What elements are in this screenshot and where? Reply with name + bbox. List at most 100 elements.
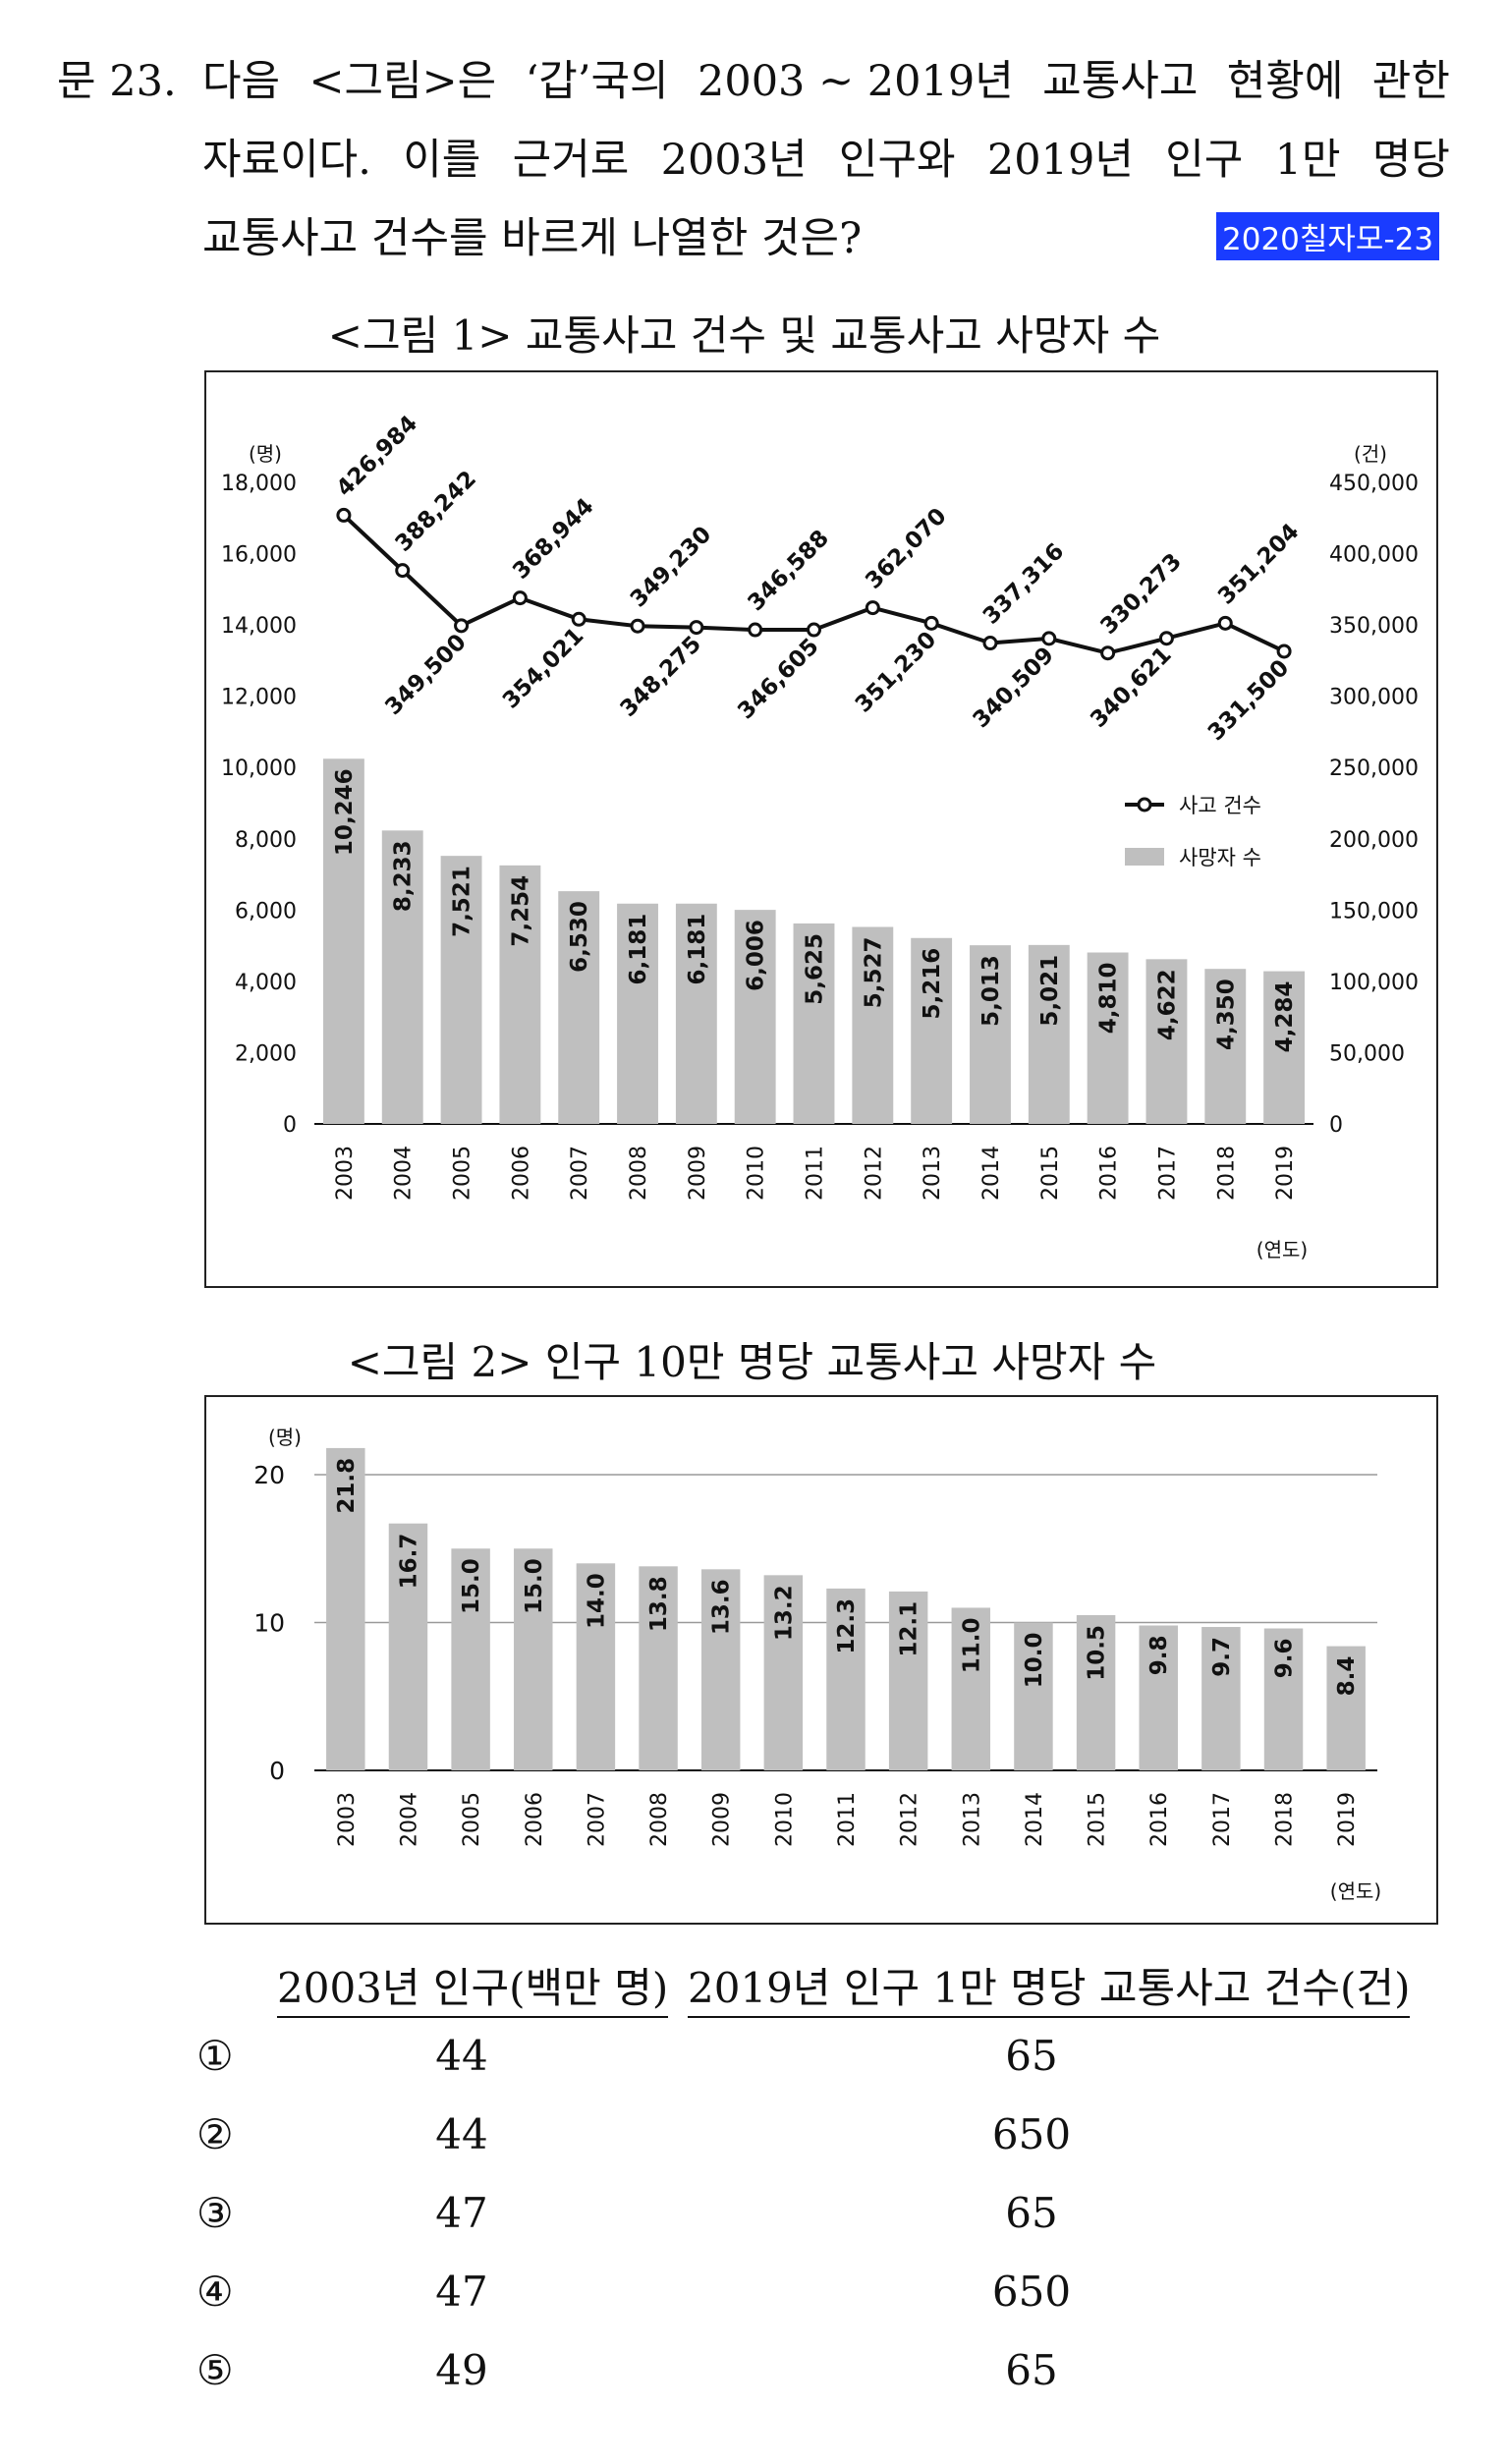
option-mark: ③ (196, 2189, 234, 2237)
x-tick-label: 2010 (745, 1146, 769, 1201)
y-axis-unit: (명) (268, 1426, 302, 1449)
accident-point-label: 349,230 (626, 522, 716, 612)
accident-point (865, 600, 880, 616)
question-line-1: 다음 <그림>은 ‘갑’국의 2003 ~ 2019년 교통사고 현황에 관한 (202, 47, 1450, 108)
accident-point (1041, 631, 1057, 646)
figure1-chart: 0 2,000 4,000 6,000 8,000 10,000 12,000 14,000 1… (221, 411, 1419, 1261)
death-bar-label: 4,622 (1154, 969, 1180, 1040)
rate-bar-label: 12.1 (897, 1601, 922, 1657)
question-line-2-word: 자료이다. (202, 136, 371, 185)
question-line-2: 자료이다. 이를 근거로 2003년 인구와 2019년 인구 1만 명당 (202, 126, 1450, 187)
death-bar-label: 5,527 (861, 936, 886, 1008)
option-row[interactable]: ② 44 650 (0, 2110, 1508, 2179)
death-bar (675, 903, 717, 1124)
option-population: 49 (435, 2346, 488, 2394)
accident-point-label: 351,204 (1213, 519, 1304, 609)
accident-point-label: 362,070 (861, 503, 951, 593)
question-line-1-word: 다음 (202, 57, 281, 106)
x-tick-label: 2008 (647, 1792, 672, 1847)
rate-bar (1201, 1627, 1241, 1770)
option-accidents: 65 (1005, 2032, 1058, 2080)
y-tick-label: 20 (253, 1461, 285, 1489)
figure2-chart: 0 10 20 (명) 21.8 16.7 15.0 15.0 14.0 13.8 13.6 13.2… (253, 1426, 1381, 1903)
option-population: 44 (435, 2110, 488, 2158)
rate-bar-label: 16.7 (396, 1534, 421, 1590)
right-tick-label: 450,000 (1329, 472, 1419, 496)
accident-point-label: 351,230 (851, 627, 941, 717)
death-bar (1028, 944, 1070, 1124)
options-header-col2: 2019년 인구 1만 명당 교통사고 건수(건) (688, 1955, 1411, 2018)
question-line-3: 교통사고 건수를 바르게 나열한 것은? (202, 214, 863, 263)
x-tick-label: 2003 (335, 1792, 360, 1847)
accident-point-label: 368,944 (508, 493, 598, 584)
x-axis-unit: (연도) (1257, 1238, 1308, 1261)
x-tick-label: 2007 (585, 1792, 609, 1847)
accident-point (1276, 644, 1292, 659)
rate-bar-label: 9.6 (1272, 1639, 1298, 1679)
death-bar (793, 923, 835, 1124)
accident-point (512, 590, 528, 606)
left-tick-label: 18,000 (221, 472, 297, 496)
left-tick-label: 8,000 (235, 828, 297, 853)
options-header-col1: 2003년 인구(백만 명) (277, 1955, 669, 2018)
accident-point-label: 346,605 (733, 634, 823, 724)
death-bar (440, 856, 482, 1124)
rate-bar-label: 8.4 (1334, 1656, 1360, 1697)
rate-bar-label: 13.8 (646, 1576, 672, 1632)
option-mark: ① (196, 2032, 234, 2080)
option-row[interactable]: ⑤ 49 65 (0, 2346, 1508, 2415)
accident-point-label: 340,509 (969, 643, 1059, 733)
death-bar-label: 4,810 (1096, 963, 1122, 1035)
x-tick-label: 2012 (898, 1792, 922, 1847)
rate-bar-label: 14.0 (584, 1573, 609, 1629)
right-axis-unit: (건) (1354, 442, 1387, 466)
rate-bar (951, 1607, 991, 1770)
death-bar-label: 5,021 (1037, 955, 1063, 1027)
rate-bar (1139, 1625, 1178, 1770)
death-bar (322, 758, 364, 1124)
figure1-panel: 0 2,000 4,000 6,000 8,000 10,000 12,000 14,000 1… (204, 370, 1438, 1288)
right-tick-label: 400,000 (1329, 543, 1419, 568)
rate-bar (763, 1575, 804, 1770)
left-tick-label: 0 (283, 1113, 297, 1138)
death-bar-label: 8,233 (391, 840, 417, 912)
rate-bar (576, 1563, 616, 1770)
x-tick-label: 2013 (921, 1146, 945, 1201)
accident-point (571, 611, 586, 627)
question-line-1-word: 관한 (1371, 57, 1450, 106)
x-tick-label: 2003 (333, 1146, 358, 1201)
accident-point (1217, 615, 1233, 631)
death-bar-label: 6,006 (744, 920, 769, 991)
x-tick-label: 2009 (686, 1146, 710, 1201)
option-mark: ② (196, 2110, 234, 2158)
x-tick-label: 2010 (772, 1792, 797, 1847)
rate-bar-label: 11.0 (959, 1617, 984, 1673)
option-accidents: 650 (991, 2268, 1072, 2316)
x-tick-label: 2015 (1086, 1792, 1110, 1847)
option-row[interactable]: ③ 47 65 (0, 2189, 1508, 2258)
option-row[interactable]: ④ 47 650 (0, 2268, 1508, 2336)
option-row[interactable]: ① 44 65 (0, 2032, 1508, 2100)
option-accidents: 65 (1005, 2189, 1058, 2237)
x-tick-label: 2005 (451, 1146, 475, 1201)
rate-bar-label: 10.0 (1022, 1633, 1047, 1689)
x-tick-label: 2018 (1273, 1792, 1298, 1847)
rate-bar (451, 1548, 490, 1770)
death-bar-label: 6,181 (626, 914, 651, 985)
x-axis-unit: (연도) (1330, 1879, 1381, 1903)
x-tick-label: 2012 (862, 1146, 886, 1201)
x-tick-label: 2008 (627, 1146, 651, 1201)
x-tick-label: 2006 (523, 1792, 547, 1847)
rate-bar-label: 12.3 (834, 1598, 860, 1654)
figure1-title: <그림 1> 교통사고 건수 및 교통사고 사망자 수 (327, 311, 1161, 360)
accident-point-label: 337,316 (978, 538, 1069, 629)
left-tick-label: 12,000 (221, 686, 297, 710)
figure2-panel: 0 10 20 (명) 21.8 16.7 15.0 15.0 14.0 13.8 13.6 13.2… (204, 1395, 1438, 1925)
accident-point (807, 622, 821, 638)
accident-point (454, 618, 470, 634)
question-number: 문 23. (57, 57, 177, 106)
accident-point (982, 636, 998, 651)
death-bar (381, 830, 423, 1124)
question-line-1-word: 2003 ~ 2019년 (697, 57, 1014, 106)
rate-bar-label: 9.8 (1146, 1636, 1172, 1676)
